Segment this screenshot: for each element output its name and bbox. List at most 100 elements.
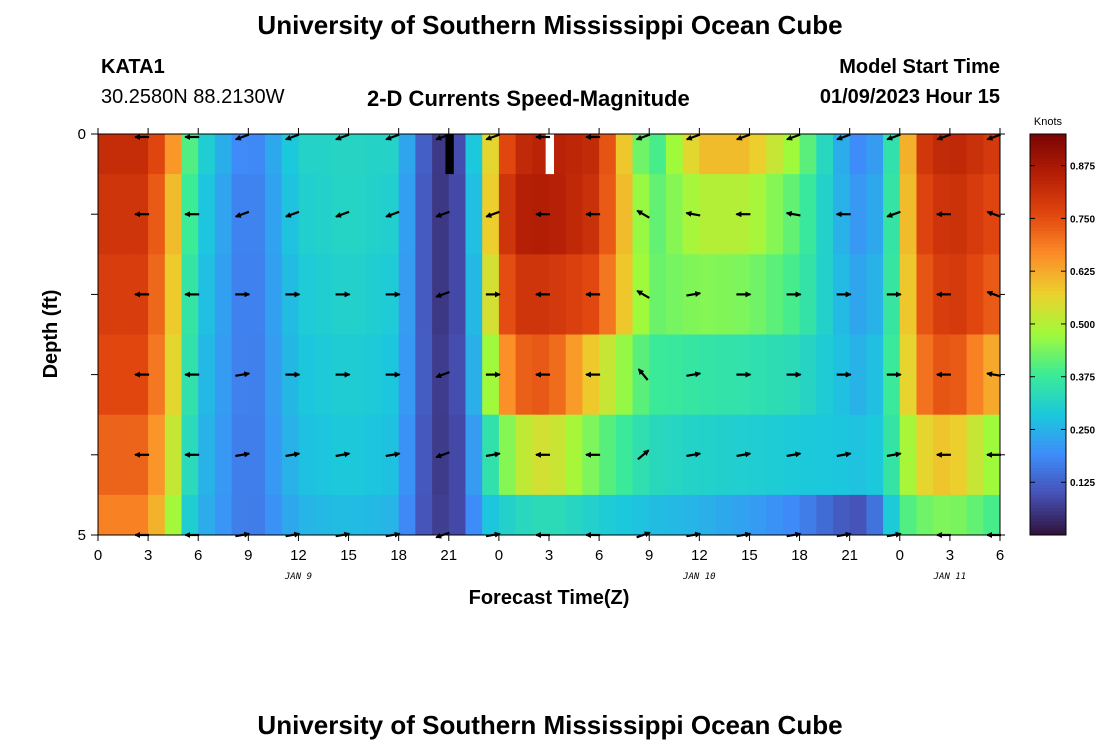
colorbar-swatch: [1030, 524, 1066, 529]
colorbar-swatch: [1030, 468, 1066, 473]
heatmap-cell: [549, 494, 567, 536]
heatmap-cell: [866, 414, 884, 496]
colorbar-swatch: [1030, 190, 1066, 195]
heatmap-cell: [933, 134, 951, 175]
axes: 0 3 6 9 12 15 18 21 0 3 6 9 12 15 18 21 0 3 6 JAN 9 JAN 10 JA…: [78, 126, 1005, 582]
heatmap-cell: [114, 134, 132, 175]
model-start-time: 01/09/2023 Hour 15: [819, 86, 1000, 108]
heatmap-cell: [716, 134, 734, 175]
heatmap-cell: [498, 334, 516, 416]
heatmap-cell: [515, 414, 533, 496]
current-vector-arrow: [335, 133, 350, 141]
colorbar-swatch: [1030, 271, 1066, 275]
heatmap-cell: [899, 254, 917, 335]
heatmap-cell: [899, 414, 917, 496]
colorbar-swatch: [1030, 214, 1066, 219]
heatmap-cell: [949, 254, 967, 335]
heatmap-cell: [749, 414, 767, 496]
colorbar-swatch: [1030, 357, 1066, 362]
heatmap-cell: [799, 414, 817, 496]
colorbar-swatch: [1030, 307, 1066, 312]
current-vector-arrow: [785, 210, 801, 217]
heatmap-cell: [465, 334, 483, 416]
heatmap-cell: [599, 494, 617, 536]
x-tick-label: 9: [244, 547, 252, 564]
colorbar-swatch: [1030, 364, 1066, 369]
colorbar-swatch: [1030, 294, 1066, 299]
heatmap-cell: [448, 334, 466, 416]
date-label: JAN 11: [933, 572, 967, 582]
heatmap-cell: [599, 334, 617, 416]
heatmap-cell: [615, 174, 633, 255]
heatmap-cell: [966, 494, 984, 536]
heatmap-cell: [148, 254, 166, 335]
heatmap-cell: [415, 494, 433, 536]
colorbar-swatch: [1030, 514, 1066, 519]
heatmap-cell: [515, 134, 533, 175]
heatmap-cell: [966, 414, 984, 496]
heatmap-cell: [98, 494, 116, 536]
heatmap-cell: [849, 414, 867, 496]
heatmap-cell: [315, 174, 333, 255]
colorbar-swatch: [1030, 394, 1066, 399]
current-vector-arrow: [635, 133, 651, 141]
colorbar-swatch: [1030, 277, 1066, 282]
heatmap-cell: [98, 334, 116, 416]
page-title-bottom: University of Southern Mississippi Ocean…: [257, 710, 843, 740]
colorbar-swatch: [1030, 224, 1066, 229]
heatmap-cell: [766, 494, 784, 536]
heatmap-cell: [148, 414, 166, 496]
current-vector-arrow: [936, 133, 951, 141]
heatmap-cell: [599, 254, 617, 335]
heatmap-cell: [315, 494, 333, 536]
colorbar-swatch: [1030, 137, 1066, 142]
heatmap-cell: [949, 334, 967, 416]
colorbar: 0.875 0.750 0.625 0.500 0.375 0.250 0.125: [1029, 133, 1095, 536]
colorbar-swatch: [1030, 351, 1066, 356]
colorbar-swatch: [1030, 267, 1066, 272]
heatmap-cell: [916, 254, 934, 335]
heatmap-cell: [532, 494, 550, 536]
heatmap-cell: [498, 494, 516, 536]
heatmap-cell: [214, 174, 233, 255]
colorbar-swatch: [1030, 431, 1066, 436]
heatmap-cell: [348, 494, 366, 536]
heatmap-cell: [248, 494, 266, 536]
colorbar-swatch: [1030, 451, 1066, 456]
colorbar-swatch: [1030, 531, 1066, 536]
heatmap-cell: [799, 254, 817, 335]
heatmap-cell: [164, 494, 182, 536]
colorbar-swatch: [1030, 237, 1066, 242]
heatmap-cell: [498, 174, 516, 255]
heatmap-cell: [716, 494, 734, 536]
colorbar-swatch: [1030, 474, 1066, 479]
x-tick-label: 12: [290, 547, 307, 564]
heatmap-cell: [148, 174, 166, 255]
heatmap-cell: [448, 494, 466, 536]
x-axis-label: Forecast Time(Z): [469, 587, 630, 609]
heatmap-cell: [866, 334, 884, 416]
heatmap-cell: [365, 254, 383, 335]
heatmap-cell: [615, 494, 633, 536]
heatmap-cell: [665, 254, 684, 335]
current-vector-arrow: [735, 133, 751, 141]
heatmap-cell: [214, 254, 233, 335]
heatmap-cell: [933, 494, 951, 536]
heatmap-cell: [181, 494, 199, 536]
heatmap-cell: [699, 494, 717, 536]
heatmap-cell: [515, 334, 533, 416]
colorbar-swatch: [1030, 170, 1066, 175]
current-vector-arrow: [435, 133, 450, 141]
colorbar-swatch: [1030, 454, 1066, 459]
x-tick-label: 3: [144, 547, 152, 564]
heatmap-cell: [198, 494, 216, 536]
heatmap-cell: [365, 334, 383, 416]
heatmap-cell: [298, 334, 316, 416]
station-coordinates: 30.2580N 88.2130W: [101, 86, 285, 108]
heatmap-cell: [298, 174, 316, 255]
heatmap-cell: [983, 494, 1001, 536]
current-vector-arrow: [886, 451, 902, 458]
colorbar-unit-label: Knots: [1034, 116, 1063, 128]
colorbar-swatch: [1030, 347, 1066, 352]
colorbar-swatch: [1030, 411, 1066, 416]
